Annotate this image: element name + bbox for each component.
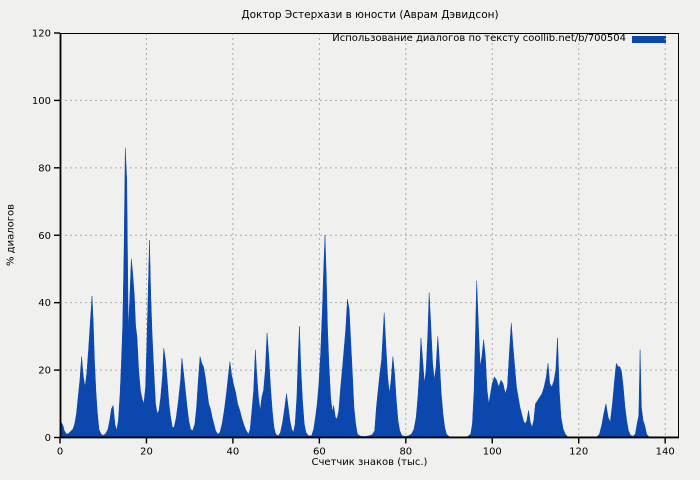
x-tick-label: 100 bbox=[483, 447, 502, 458]
y-tick-label: 0 bbox=[45, 433, 51, 444]
y-tick-label: 120 bbox=[32, 29, 51, 40]
legend: Использование диалогов по тексту coollib… bbox=[332, 33, 666, 45]
y-tick-label: 40 bbox=[38, 298, 51, 309]
x-axis-label: Счетчик знаков (тыс.) bbox=[311, 457, 428, 468]
legend-label: Использование диалогов по тексту coollib… bbox=[332, 33, 626, 44]
y-tick-label: 80 bbox=[38, 163, 51, 174]
series-area bbox=[59, 147, 679, 438]
x-tick-label: 40 bbox=[227, 447, 240, 458]
x-tick-label: 0 bbox=[57, 447, 63, 458]
x-tick-label: 20 bbox=[140, 447, 153, 458]
plot-area: 0 20 40 60 80 100 120 140 0 20 40 60 80 100 120 bbox=[32, 29, 679, 458]
y-axis-label: % диалогов bbox=[5, 204, 17, 266]
x-tick-label: 80 bbox=[399, 447, 412, 458]
x-tick-label: 60 bbox=[313, 447, 326, 458]
y-tick-label: 60 bbox=[38, 231, 51, 242]
legend-swatch bbox=[632, 35, 666, 43]
y-tick-label: 100 bbox=[32, 96, 51, 107]
x-tick-label: 140 bbox=[656, 447, 675, 458]
chart-title: Доктор Эстерхази в юности (Аврам Дэвидсо… bbox=[241, 9, 499, 21]
x-tick-label: 120 bbox=[569, 447, 588, 458]
y-tick-label: 20 bbox=[38, 366, 51, 377]
